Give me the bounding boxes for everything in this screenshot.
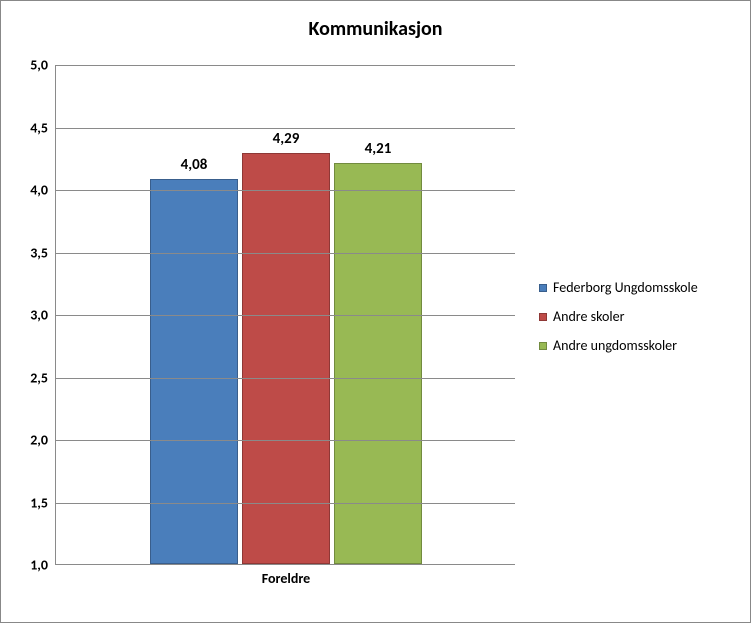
gridline bbox=[56, 315, 515, 316]
legend-swatch bbox=[539, 313, 547, 321]
legend-swatch bbox=[539, 284, 547, 292]
bar-series-0: 4,08 bbox=[150, 179, 238, 564]
bar-value-label: 4,29 bbox=[273, 130, 300, 148]
ytick-label: 3,5 bbox=[30, 244, 48, 261]
ytick-label: 1,0 bbox=[30, 557, 48, 574]
gridline bbox=[56, 253, 515, 254]
x-category-label: Foreldre bbox=[262, 570, 310, 587]
bar-value-label: 4,08 bbox=[181, 156, 208, 174]
legend-item-1: Andre skoler bbox=[539, 308, 698, 325]
ytick-label: 1,5 bbox=[30, 494, 48, 511]
ytick-label: 4,0 bbox=[30, 182, 48, 199]
ytick-label: 3,0 bbox=[30, 307, 48, 324]
bar-value-label: 4,21 bbox=[365, 140, 392, 158]
gridline bbox=[56, 503, 515, 504]
gridline bbox=[56, 378, 515, 379]
legend-label: Andre skoler bbox=[553, 308, 624, 325]
chart-title: Kommunikasjon bbox=[1, 17, 750, 41]
gridline bbox=[56, 440, 515, 441]
chart-frame: Kommunikasjon 4,08 4,29 4,21 Foreldre 1,0 1… bbox=[0, 0, 751, 623]
legend-swatch bbox=[539, 342, 547, 350]
ytick-label: 2,0 bbox=[30, 432, 48, 449]
gridline bbox=[56, 128, 515, 129]
ytick-label: 5,0 bbox=[30, 57, 48, 74]
ytick-label: 4,5 bbox=[30, 119, 48, 136]
plot-area: 4,084,294,21 Foreldre 1,01,52,02,53,03,5… bbox=[55, 65, 515, 565]
legend-item-0: Federborg Ungdomsskole bbox=[539, 279, 698, 296]
gridline bbox=[56, 65, 515, 66]
bar-series-2: 4,21 bbox=[334, 163, 422, 564]
ytick-label: 2,5 bbox=[30, 369, 48, 386]
legend-item-2: Andre ungdomsskoler bbox=[539, 337, 698, 354]
legend: Federborg Ungdomsskole Andre skoler Andre … bbox=[539, 279, 698, 354]
legend-label: Andre ungdomsskoler bbox=[553, 337, 677, 354]
legend-label: Federborg Ungdomsskole bbox=[553, 279, 698, 296]
gridline bbox=[56, 190, 515, 191]
